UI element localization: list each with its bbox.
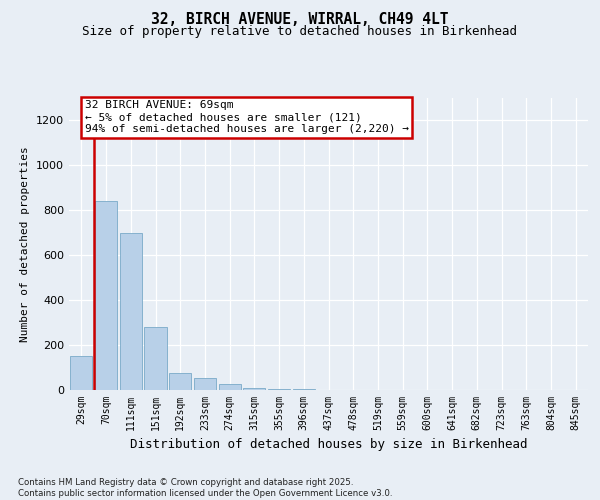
Bar bbox=[194, 378, 216, 390]
Text: 32 BIRCH AVENUE: 69sqm
← 5% of detached houses are smaller (121)
94% of semi-det: 32 BIRCH AVENUE: 69sqm ← 5% of detached … bbox=[85, 100, 409, 134]
Y-axis label: Number of detached properties: Number of detached properties bbox=[20, 146, 31, 342]
Bar bbox=[218, 384, 241, 390]
Text: Contains HM Land Registry data © Crown copyright and database right 2025.
Contai: Contains HM Land Registry data © Crown c… bbox=[18, 478, 392, 498]
Bar bbox=[95, 201, 117, 390]
Bar bbox=[70, 356, 92, 390]
Bar bbox=[268, 389, 290, 390]
Text: Size of property relative to detached houses in Birkenhead: Size of property relative to detached ho… bbox=[83, 25, 517, 38]
Bar bbox=[169, 373, 191, 390]
Bar bbox=[145, 327, 167, 390]
Bar bbox=[119, 232, 142, 390]
Text: 32, BIRCH AVENUE, WIRRAL, CH49 4LT: 32, BIRCH AVENUE, WIRRAL, CH49 4LT bbox=[151, 12, 449, 28]
Bar bbox=[243, 388, 265, 390]
X-axis label: Distribution of detached houses by size in Birkenhead: Distribution of detached houses by size … bbox=[130, 438, 527, 452]
